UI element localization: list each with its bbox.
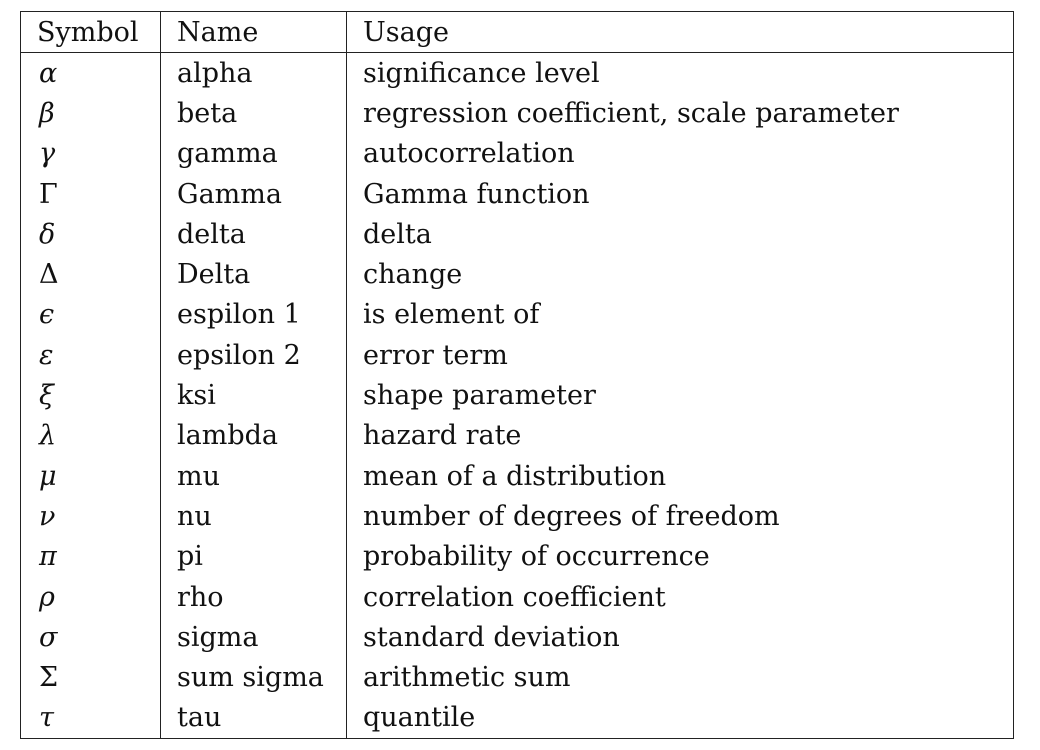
name-cell: beta	[160, 93, 347, 134]
usage-cell: autocorrelation	[346, 133, 1014, 174]
table-row: Δ Delta change	[20, 254, 1014, 295]
table-row: ε epsilon 2 error term	[20, 335, 1014, 376]
name-cell: epsilon 2	[160, 335, 347, 376]
name-cell: nu	[160, 496, 347, 537]
usage-cell: regression coefficient, scale parameter	[346, 93, 1014, 134]
symbol-cell: α	[20, 52, 161, 94]
name-cell: rho	[160, 576, 347, 618]
symbol-cell: σ	[20, 617, 161, 658]
usage-cell: delta	[346, 214, 1014, 255]
table-row: π pi probability of occurrence	[20, 536, 1014, 577]
symbol-cell: τ	[20, 697, 161, 740]
name-cell: Delta	[160, 254, 347, 295]
table-row: β beta regression coefficient, scale param…	[20, 93, 1014, 134]
symbol-cell: λ	[20, 415, 161, 456]
greek-symbols-table: Symbol Name Usage α alpha significance lev…	[20, 11, 1014, 740]
header-row: Symbol Name Usage	[20, 11, 1014, 53]
table-row: λ lambda hazard rate	[20, 415, 1014, 456]
header-symbol: Symbol	[20, 11, 161, 53]
name-cell: sum sigma	[160, 657, 347, 698]
name-cell: lambda	[160, 415, 347, 456]
symbol-cell: Γ	[20, 173, 161, 215]
symbol-cell: β	[20, 93, 161, 134]
usage-cell: arithmetic sum	[346, 657, 1014, 698]
usage-cell: number of degrees of freedom	[346, 496, 1014, 537]
usage-cell: shape parameter	[346, 375, 1014, 416]
name-cell: delta	[160, 214, 347, 255]
symbol-cell: Δ	[20, 254, 161, 295]
table-row: σ sigma standard deviation	[20, 617, 1014, 658]
name-cell: gamma	[160, 133, 347, 174]
usage-cell: change	[346, 254, 1014, 295]
symbol-cell: ξ	[20, 375, 161, 416]
usage-cell: Gamma function	[346, 173, 1014, 215]
name-cell: espilon 1	[160, 294, 347, 336]
symbol-cell: ϵ	[20, 294, 161, 336]
table-row: ξ ksi shape parameter	[20, 375, 1014, 416]
table-row: δ delta delta	[20, 214, 1014, 255]
table-row: τ tau quantile	[20, 697, 1014, 740]
usage-cell: mean of a distribution	[346, 455, 1014, 497]
usage-cell: is element of	[346, 294, 1014, 336]
table-row: ϵ espilon 1 is element of	[20, 294, 1014, 336]
name-cell: sigma	[160, 617, 347, 658]
table-row: μ mu mean of a distribution	[20, 455, 1014, 497]
usage-cell: error term	[346, 335, 1014, 376]
table-body: α alpha significance level β beta regression …	[20, 52, 1014, 740]
table-row: Γ Gamma Gamma function	[20, 173, 1014, 215]
symbol-cell: Σ	[20, 657, 161, 698]
symbol-cell: π	[20, 536, 161, 577]
symbol-cell: ρ	[20, 576, 161, 618]
table-row: ρ rho correlation coefficient	[20, 576, 1014, 618]
name-cell: tau	[160, 697, 347, 740]
symbol-cell: γ	[20, 133, 161, 174]
name-cell: alpha	[160, 52, 347, 94]
header-usage: Usage	[346, 11, 1014, 53]
name-cell: pi	[160, 536, 347, 577]
symbol-cell: ν	[20, 496, 161, 537]
usage-cell: correlation coefficient	[346, 576, 1014, 618]
symbol-cell: ε	[20, 335, 161, 376]
usage-cell: significance level	[346, 52, 1014, 94]
name-cell: ksi	[160, 375, 347, 416]
table-row: γ gamma autocorrelation	[20, 133, 1014, 174]
usage-cell: quantile	[346, 697, 1014, 740]
table-row: ν nu number of degrees of freedom	[20, 496, 1014, 537]
header-name: Name	[160, 11, 347, 53]
name-cell: Gamma	[160, 173, 347, 215]
usage-cell: hazard rate	[346, 415, 1014, 456]
symbol-cell: δ	[20, 214, 161, 255]
usage-cell: standard deviation	[346, 617, 1014, 658]
table-row: α alpha significance level	[20, 52, 1014, 94]
symbol-cell: μ	[20, 455, 161, 497]
usage-cell: probability of occurrence	[346, 536, 1014, 577]
table-header: Symbol Name Usage	[20, 11, 1014, 53]
name-cell: mu	[160, 455, 347, 497]
